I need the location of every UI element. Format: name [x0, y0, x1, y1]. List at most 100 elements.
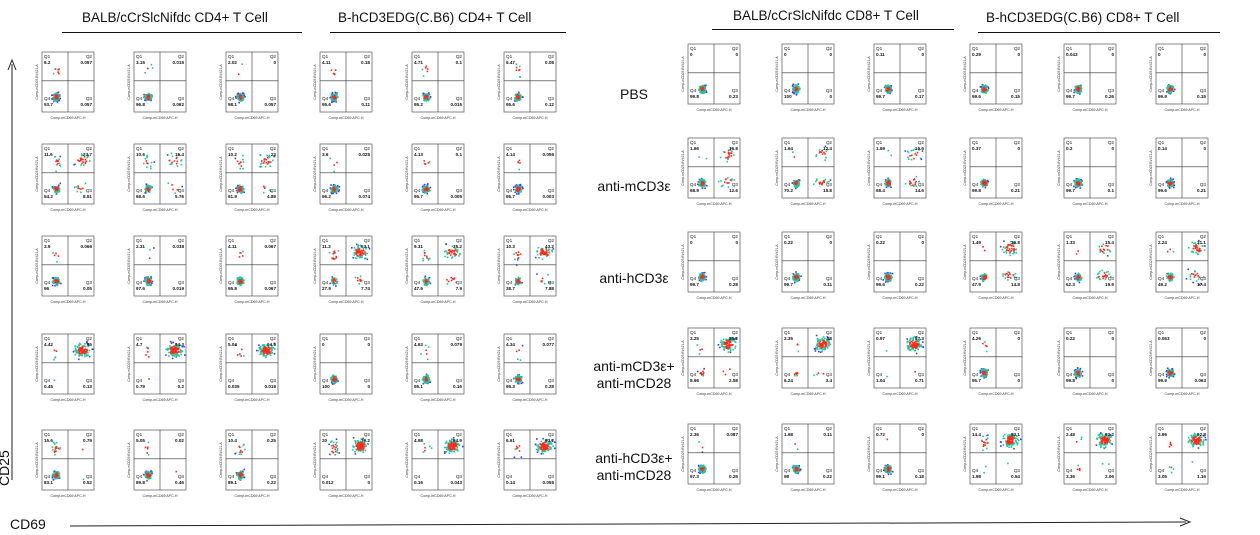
- event-dot: [981, 184, 983, 186]
- quadrant-value-q3: 0.28: [729, 282, 738, 287]
- plot-y-axis-label: Comp-mCD25 BV421-A: [497, 248, 501, 284]
- quadrant-name-q4: Q4: [506, 96, 513, 101]
- plot-y-axis-label: Comp-mCD25 BV421-A: [867, 244, 871, 280]
- quadrant-value-q1: 0: [690, 52, 693, 57]
- event-dot: [1078, 277, 1080, 279]
- quadrant-value-q3: 0.17: [915, 94, 924, 99]
- event-dot: [333, 258, 336, 260]
- quadrant-name-q4: Q4: [1158, 182, 1165, 187]
- quadrant-name-q3: Q3: [178, 188, 185, 193]
- event-dot: [334, 91, 337, 94]
- event-dot: [1169, 179, 1171, 181]
- event-dot: [1171, 179, 1174, 181]
- quadrant-name-q1: Q1: [414, 238, 421, 243]
- plot-y-axis-label: Comp-mCD25 BV421-A: [497, 156, 501, 192]
- quadrant-name-q4: Q4: [414, 280, 421, 285]
- condition-label-anti-hcd3e: anti-hCD3ε: [599, 270, 669, 286]
- event-dot: [422, 259, 425, 262]
- event-dot: [268, 154, 271, 157]
- event-dot: [362, 249, 365, 252]
- event-dot: [74, 186, 76, 189]
- event-dot: [824, 178, 827, 181]
- event-dot: [52, 187, 54, 189]
- event-dot: [985, 184, 987, 187]
- event-dot: [148, 282, 151, 285]
- event-dot: [915, 185, 918, 187]
- event-dot: [58, 281, 61, 284]
- event-dot: [1202, 245, 1204, 247]
- event-dot: [980, 87, 983, 89]
- event-dot: [148, 98, 150, 100]
- event-dot: [513, 188, 515, 191]
- event-dot: [1078, 178, 1081, 181]
- event-dot: [55, 350, 58, 352]
- event-dot: [982, 274, 984, 276]
- event-dot: [1171, 274, 1174, 277]
- event-dot: [78, 358, 80, 361]
- event-dot: [240, 99, 242, 102]
- event-dot: [53, 188, 55, 191]
- event-dot: [886, 185, 889, 187]
- event-dot: [1171, 278, 1174, 280]
- event-dot: [333, 281, 335, 284]
- header-hcd3-cd4: B-hCD3EDG(C.B6) CD4+ T Cell: [338, 10, 532, 25]
- event-dot: [792, 84, 794, 87]
- event-dot: [334, 277, 336, 279]
- event-dot: [332, 192, 334, 195]
- event-dot: [333, 187, 335, 189]
- event-dot: [699, 273, 702, 275]
- quadrant-value-q3: 0: [829, 94, 832, 99]
- event-dot: [357, 255, 359, 258]
- quadrant-name-q3: Q3: [548, 188, 555, 193]
- event-dot: [148, 186, 151, 188]
- event-dot: [891, 276, 893, 278]
- event-dot: [915, 154, 918, 156]
- event-dot: [81, 346, 84, 348]
- event-dot: [148, 188, 151, 191]
- event-dot: [86, 340, 88, 343]
- quadrant-value-q3: 7.74: [361, 286, 370, 291]
- event-dot: [1099, 248, 1102, 251]
- event-dot: [56, 159, 58, 161]
- event-dot: [794, 84, 796, 86]
- event-dot: [515, 252, 517, 254]
- quadrant-value-q3: 5.76: [175, 194, 184, 199]
- event-dot: [518, 279, 520, 282]
- event-dot: [238, 256, 241, 258]
- quadrant-value-q4: 99.6: [972, 94, 981, 99]
- quadrant-value-q1: 1.69: [876, 146, 885, 151]
- event-dot: [446, 253, 449, 255]
- event-dot: [335, 101, 337, 103]
- quadrant-name-q4: Q4: [1066, 276, 1073, 281]
- event-dot: [91, 348, 94, 350]
- quadrant-value-q2: 0: [735, 52, 738, 57]
- quadrant-value-q2: 0.066: [81, 244, 93, 249]
- event-dot: [1101, 269, 1104, 272]
- event-dot: [80, 164, 82, 166]
- event-dot: [422, 94, 424, 97]
- plot-x-axis-label: Comp-mCD69 APC-H: [513, 208, 548, 212]
- event-dot: [516, 259, 519, 262]
- event-dot: [87, 343, 89, 345]
- event-dot: [355, 249, 358, 251]
- event-dot: [516, 283, 519, 286]
- quadrant-name-q2: Q2: [1200, 140, 1207, 145]
- quadrant-value-q2: 35.2: [453, 244, 462, 249]
- event-dot: [239, 184, 241, 187]
- event-dot: [446, 283, 449, 285]
- event-dot: [426, 186, 428, 189]
- event-dot: [703, 271, 706, 274]
- event-dot: [147, 184, 149, 187]
- plot-y-axis-label: Comp-mCD25 BV421-A: [219, 248, 223, 284]
- quadrant-name-q1: Q1: [1066, 234, 1073, 239]
- event-dot: [353, 252, 355, 254]
- event-dot: [798, 179, 800, 181]
- event-dot: [1174, 88, 1176, 91]
- quadrant-name-q2: Q2: [456, 238, 463, 243]
- event-dot: [515, 283, 518, 285]
